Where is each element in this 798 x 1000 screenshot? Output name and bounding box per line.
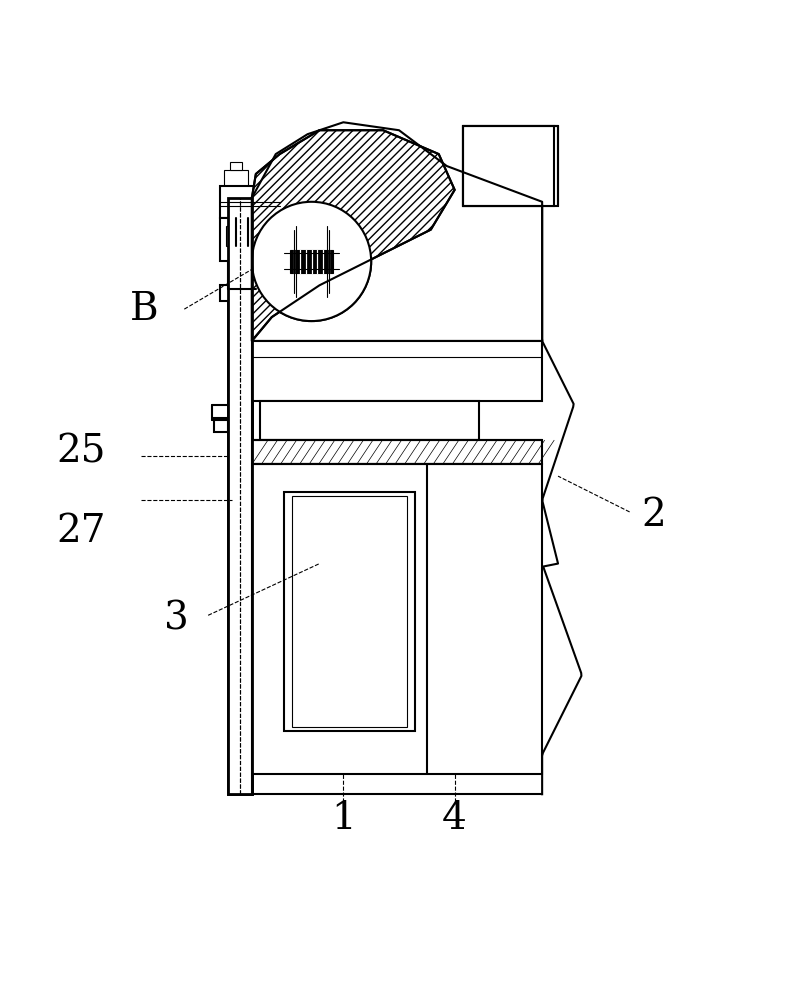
Bar [220, 186, 280, 218]
Bar [228, 198, 252, 794]
Bar [227, 226, 255, 246]
Bar [220, 218, 264, 261]
Text: 2: 2 [641, 497, 666, 534]
Bar [284, 492, 415, 731]
Bar [290, 250, 334, 273]
Circle shape [252, 202, 371, 321]
Text: 1: 1 [331, 800, 356, 837]
Bar [230, 162, 243, 170]
Bar [252, 464, 542, 774]
Text: 3: 3 [164, 601, 188, 638]
Text: 27: 27 [56, 513, 105, 550]
Text: 25: 25 [56, 434, 105, 471]
Bar [228, 198, 252, 794]
Bar [252, 440, 542, 464]
Bar [260, 401, 479, 440]
Polygon shape [252, 130, 455, 341]
Bar [463, 126, 558, 206]
Bar [463, 126, 554, 206]
Bar [252, 341, 542, 401]
Text: 4: 4 [442, 800, 467, 837]
Text: B: B [130, 291, 159, 328]
Bar [290, 250, 334, 273]
Bar [214, 418, 228, 432]
Bar [220, 285, 256, 301]
Bar [224, 170, 248, 186]
Bar [291, 496, 407, 727]
